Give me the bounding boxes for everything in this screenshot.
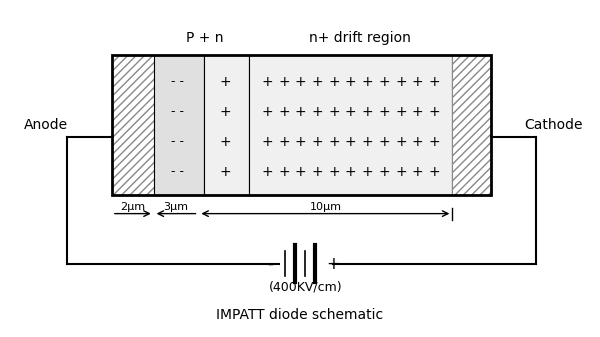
Text: - -: - -	[171, 75, 184, 88]
Text: +: +	[295, 165, 307, 179]
Text: +: +	[395, 165, 407, 179]
Text: 10μm: 10μm	[310, 202, 341, 212]
Text: P + n: P + n	[185, 31, 223, 45]
Text: IMPATT diode schematic: IMPATT diode schematic	[217, 308, 383, 322]
Bar	[112, 55, 491, 195]
Text: +: +	[328, 74, 340, 89]
Text: +: +	[428, 135, 440, 149]
Text: +: +	[220, 105, 231, 119]
Text: +: +	[412, 135, 424, 149]
Text: +: +	[220, 74, 231, 89]
Bar	[112, 55, 154, 195]
Text: +: +	[262, 135, 273, 149]
Text: +: +	[328, 105, 340, 119]
Text: +: +	[395, 105, 407, 119]
Text: +: +	[428, 105, 440, 119]
Text: 3μm: 3μm	[164, 202, 188, 212]
Text: +: +	[362, 105, 373, 119]
Text: +: +	[395, 135, 407, 149]
Bar	[249, 55, 452, 195]
Text: +: +	[412, 165, 424, 179]
Text: +: +	[262, 74, 273, 89]
Text: +: +	[379, 135, 390, 149]
Text: +: +	[262, 105, 273, 119]
Text: +: +	[345, 135, 356, 149]
Text: - -: - -	[171, 105, 184, 118]
Text: +: +	[412, 105, 424, 119]
Text: +: +	[311, 135, 323, 149]
Text: +: +	[395, 74, 407, 89]
Text: +: +	[278, 165, 290, 179]
Text: +: +	[345, 74, 356, 89]
Text: +: +	[220, 165, 231, 179]
Text: - -: - -	[171, 165, 184, 178]
Text: - -: - -	[171, 135, 184, 148]
Text: +: +	[362, 74, 373, 89]
Text: +: +	[262, 165, 273, 179]
Text: (400KV/cm): (400KV/cm)	[269, 281, 343, 294]
Text: +: +	[362, 165, 373, 179]
Text: n+ drift region: n+ drift region	[309, 31, 410, 45]
Text: +: +	[345, 105, 356, 119]
Text: -: -	[267, 255, 273, 273]
Text: +: +	[311, 105, 323, 119]
Text: +: +	[428, 74, 440, 89]
Text: +: +	[295, 74, 307, 89]
Text: +: +	[345, 165, 356, 179]
Text: +: +	[428, 165, 440, 179]
Text: +: +	[311, 74, 323, 89]
Text: +: +	[278, 135, 290, 149]
Text: +: +	[328, 135, 340, 149]
Text: Anode: Anode	[24, 118, 68, 132]
Text: Cathode: Cathode	[524, 118, 583, 132]
Text: +: +	[412, 74, 424, 89]
Text: +: +	[278, 105, 290, 119]
Bar	[154, 55, 205, 195]
Text: +: +	[311, 165, 323, 179]
Text: +: +	[379, 165, 390, 179]
Text: 2μm: 2μm	[120, 202, 145, 212]
Bar	[452, 55, 491, 195]
Text: +: +	[328, 165, 340, 179]
Text: +: +	[220, 135, 231, 149]
Text: +: +	[379, 105, 390, 119]
Text: +: +	[278, 74, 290, 89]
Text: +: +	[362, 135, 373, 149]
Bar	[205, 55, 249, 195]
Text: +: +	[326, 255, 340, 273]
Text: +: +	[295, 135, 307, 149]
Text: +: +	[295, 105, 307, 119]
Text: +: +	[379, 74, 390, 89]
